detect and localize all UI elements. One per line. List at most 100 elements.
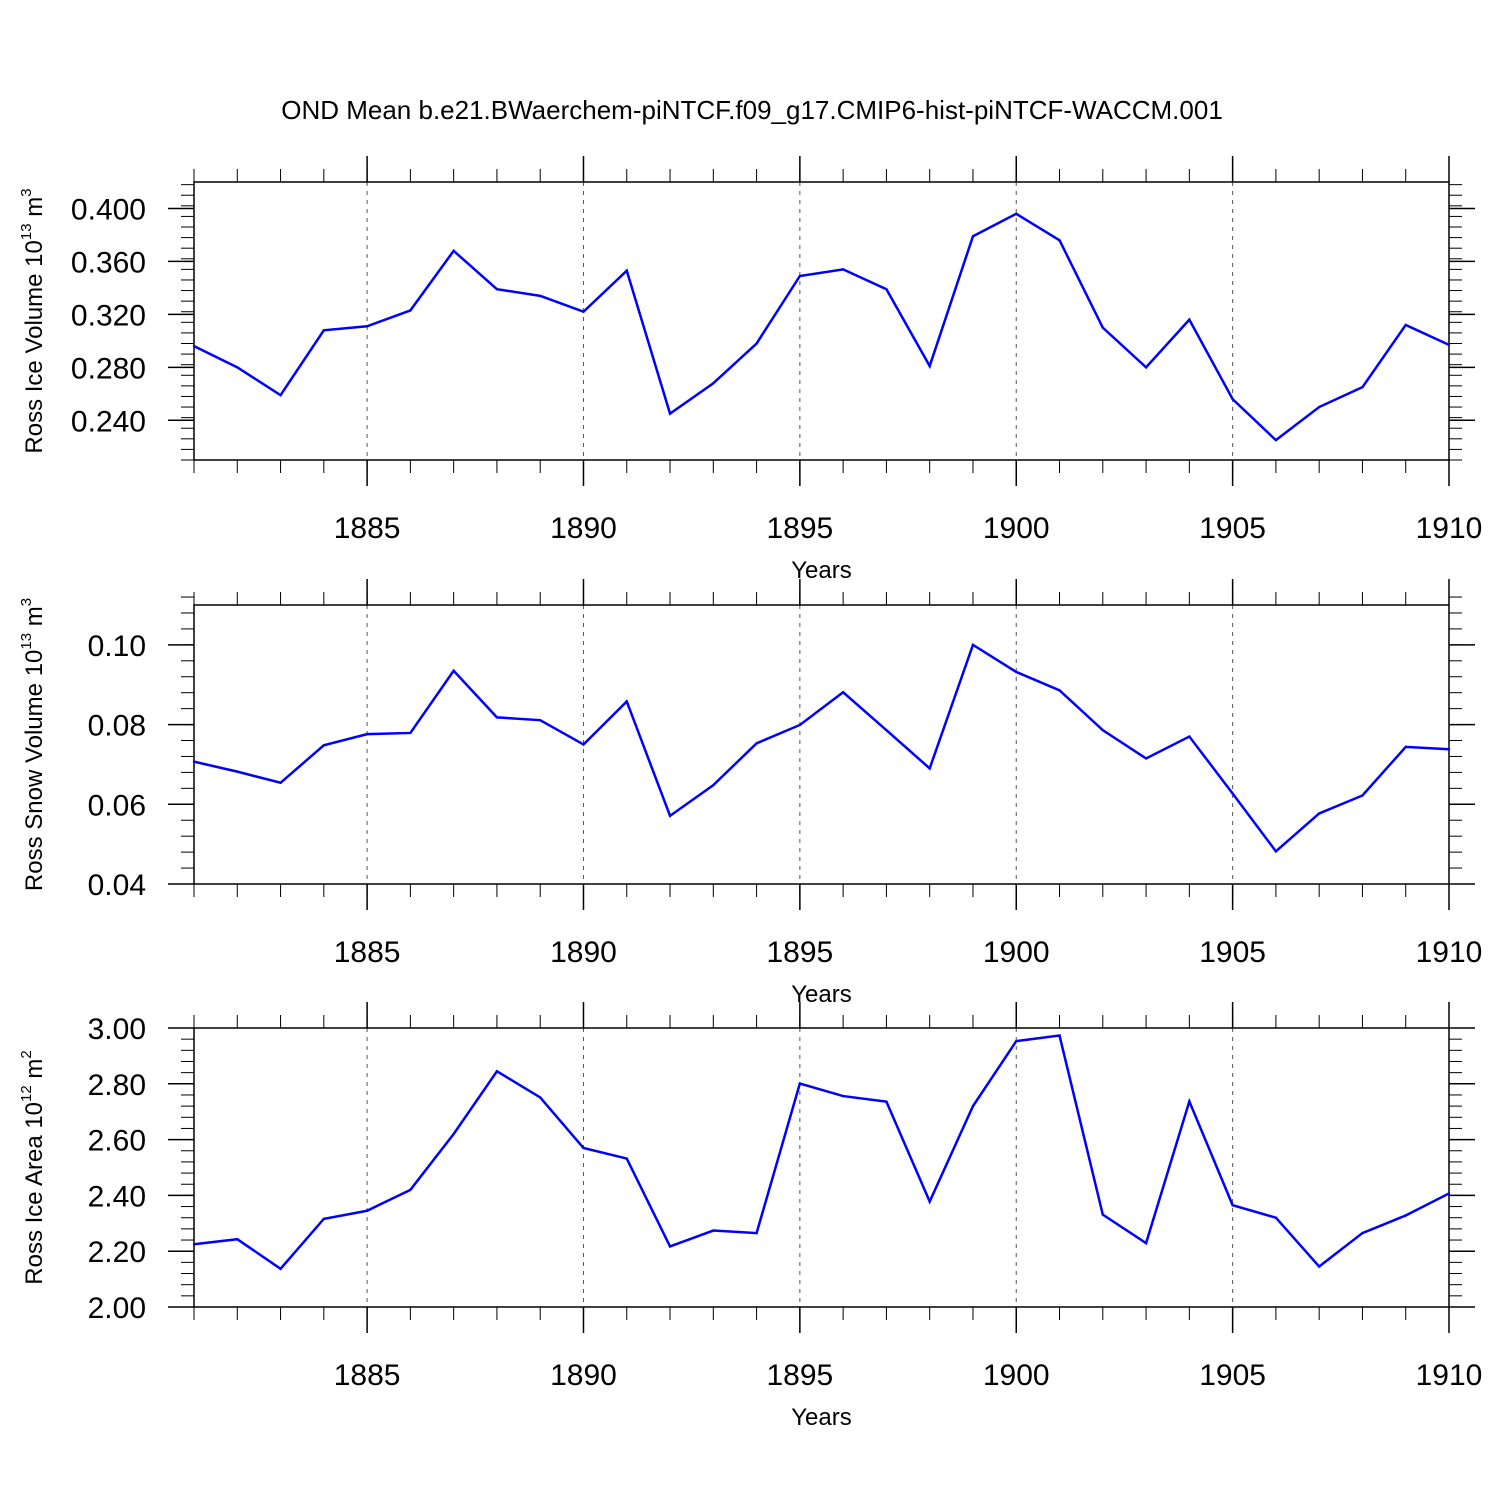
y-label-unit-exponent: 3 — [18, 188, 35, 196]
data-point-1882 — [236, 1238, 239, 1241]
data-point-1886 — [409, 309, 412, 312]
data-point-1892 — [668, 412, 672, 415]
data-point-1891 — [625, 700, 628, 703]
data-point-1883 — [279, 781, 282, 784]
data-point-1889 — [539, 1096, 542, 1099]
y-tick-label-0.06: 0.06 — [88, 789, 146, 822]
y-label-exponent: 13 — [18, 633, 35, 650]
data-point-1910 — [1447, 343, 1451, 347]
data-point-1898 — [928, 364, 931, 368]
data-point-1902 — [1101, 1213, 1104, 1216]
data-point-1896 — [841, 268, 845, 271]
chart-panels: 1885 1890 1895 1900 1905 1910 0.240 0.280 0.320 0… — [18, 156, 1482, 1431]
data-point-1887 — [452, 669, 455, 672]
data-point-1898 — [928, 1200, 931, 1203]
data-point-1908 — [1361, 385, 1364, 389]
data-point-1881 — [192, 344, 196, 348]
data-point-1905 — [1231, 792, 1234, 795]
y-label-exponent: 13 — [18, 223, 35, 240]
plot-frame — [193, 1027, 1450, 1308]
data-point-1892 — [668, 814, 672, 818]
y-tick-label-2.60: 2.60 — [88, 1125, 146, 1158]
data-point-1907 — [1317, 1265, 1321, 1268]
data-point-1909 — [1404, 745, 1407, 749]
data-point-1888 — [495, 288, 499, 291]
data-point-1902 — [1101, 728, 1104, 732]
x-tick-label-1885: 1885 — [334, 1359, 401, 1392]
y-label-unit-exponent: 2 — [18, 1050, 35, 1058]
x-tick-label-1910: 1910 — [1416, 512, 1483, 545]
x-tick-label-1900: 1900 — [983, 512, 1050, 545]
y-label-exponent: 12 — [18, 1085, 35, 1102]
data-point-1896 — [841, 1094, 845, 1098]
x-axis-label: Years — [791, 557, 852, 584]
data-point-1889 — [539, 718, 542, 722]
data-point-1888 — [495, 1070, 499, 1073]
y-label-text: Ross Ice Area 10 — [21, 1102, 48, 1285]
y-label-unit: m — [21, 1059, 48, 1086]
x-axis-label: Years — [791, 981, 852, 1008]
data-point-1891 — [625, 269, 628, 272]
x-tick-label-1905: 1905 — [1199, 512, 1266, 545]
data-point-1906 — [1274, 850, 1278, 853]
data-point-1903 — [1144, 757, 1148, 760]
data-point-1908 — [1361, 1231, 1364, 1235]
data-point-1884 — [322, 329, 326, 332]
data-point-1896 — [841, 691, 845, 694]
y-tick-label-0.400: 0.400 — [71, 193, 146, 226]
y-label-text: Ross Snow Volume 10 — [21, 650, 48, 891]
data-point-1900 — [1015, 670, 1018, 674]
x-tick-label-1910: 1910 — [1416, 936, 1483, 969]
y-tick-label-0.360: 0.360 — [71, 246, 146, 279]
data-point-1897 — [885, 288, 888, 291]
data-point-1899 — [971, 235, 975, 238]
data-point-1897 — [885, 728, 888, 732]
data-point-1903 — [1144, 366, 1148, 369]
x-tick-label-1890: 1890 — [550, 1359, 617, 1392]
y-label-unit: m — [21, 197, 48, 224]
data-point-1890 — [582, 1146, 585, 1150]
data-point-1895 — [798, 723, 802, 727]
data-point-1905 — [1231, 1203, 1234, 1207]
data-point-1899 — [971, 643, 975, 647]
data-point-1881 — [192, 760, 196, 763]
data-point-1884 — [322, 1217, 326, 1221]
x-tick-label-1900: 1900 — [983, 936, 1050, 969]
data-point-1909 — [1404, 1214, 1407, 1217]
x-tick-label-1905: 1905 — [1199, 936, 1266, 969]
data-point-1904 — [1188, 1100, 1191, 1103]
data-point-1889 — [539, 294, 542, 298]
x-tick-label-1885: 1885 — [334, 512, 401, 545]
data-point-1909 — [1404, 323, 1407, 327]
plot-frame — [193, 181, 1450, 461]
data-point-1882 — [236, 770, 239, 773]
data-point-1894 — [755, 742, 758, 745]
y-tick-label-3.00: 3.00 — [88, 1013, 146, 1046]
data-point-1885 — [365, 732, 369, 736]
y-tick-label-0.320: 0.320 — [71, 299, 146, 332]
data-point-1890 — [582, 310, 585, 313]
data-point-1904 — [1188, 318, 1191, 321]
plot-frame — [193, 604, 1450, 885]
data-point-1897 — [885, 1100, 888, 1103]
y-tick-label-0.08: 0.08 — [88, 710, 146, 743]
y-tick-label-0.10: 0.10 — [88, 630, 146, 663]
x-tick-label-1885: 1885 — [334, 936, 401, 969]
data-point-1891 — [625, 1157, 628, 1160]
panel-ice-volume: 1885 1890 1895 1900 1905 1910 0.240 0.280 0.320 0… — [18, 156, 1482, 584]
data-point-1898 — [928, 767, 931, 770]
series-line-snow-volume — [193, 642, 1450, 854]
data-point-1895 — [798, 1082, 802, 1085]
x-tick-label-1905: 1905 — [1199, 1359, 1266, 1392]
data-point-1900 — [1015, 1039, 1018, 1043]
y-label-text: Ross Ice Volume 10 — [21, 240, 48, 453]
data-point-1888 — [495, 716, 499, 719]
series-line-ice-area — [193, 1034, 1450, 1271]
data-point-1910 — [1447, 748, 1451, 751]
y-tick-label-2.80: 2.80 — [88, 1069, 146, 1102]
y-tick-label-2.00: 2.00 — [88, 1292, 146, 1325]
data-point-1906 — [1274, 1216, 1278, 1219]
data-point-1910 — [1447, 1192, 1451, 1195]
data-point-1905 — [1231, 397, 1234, 401]
